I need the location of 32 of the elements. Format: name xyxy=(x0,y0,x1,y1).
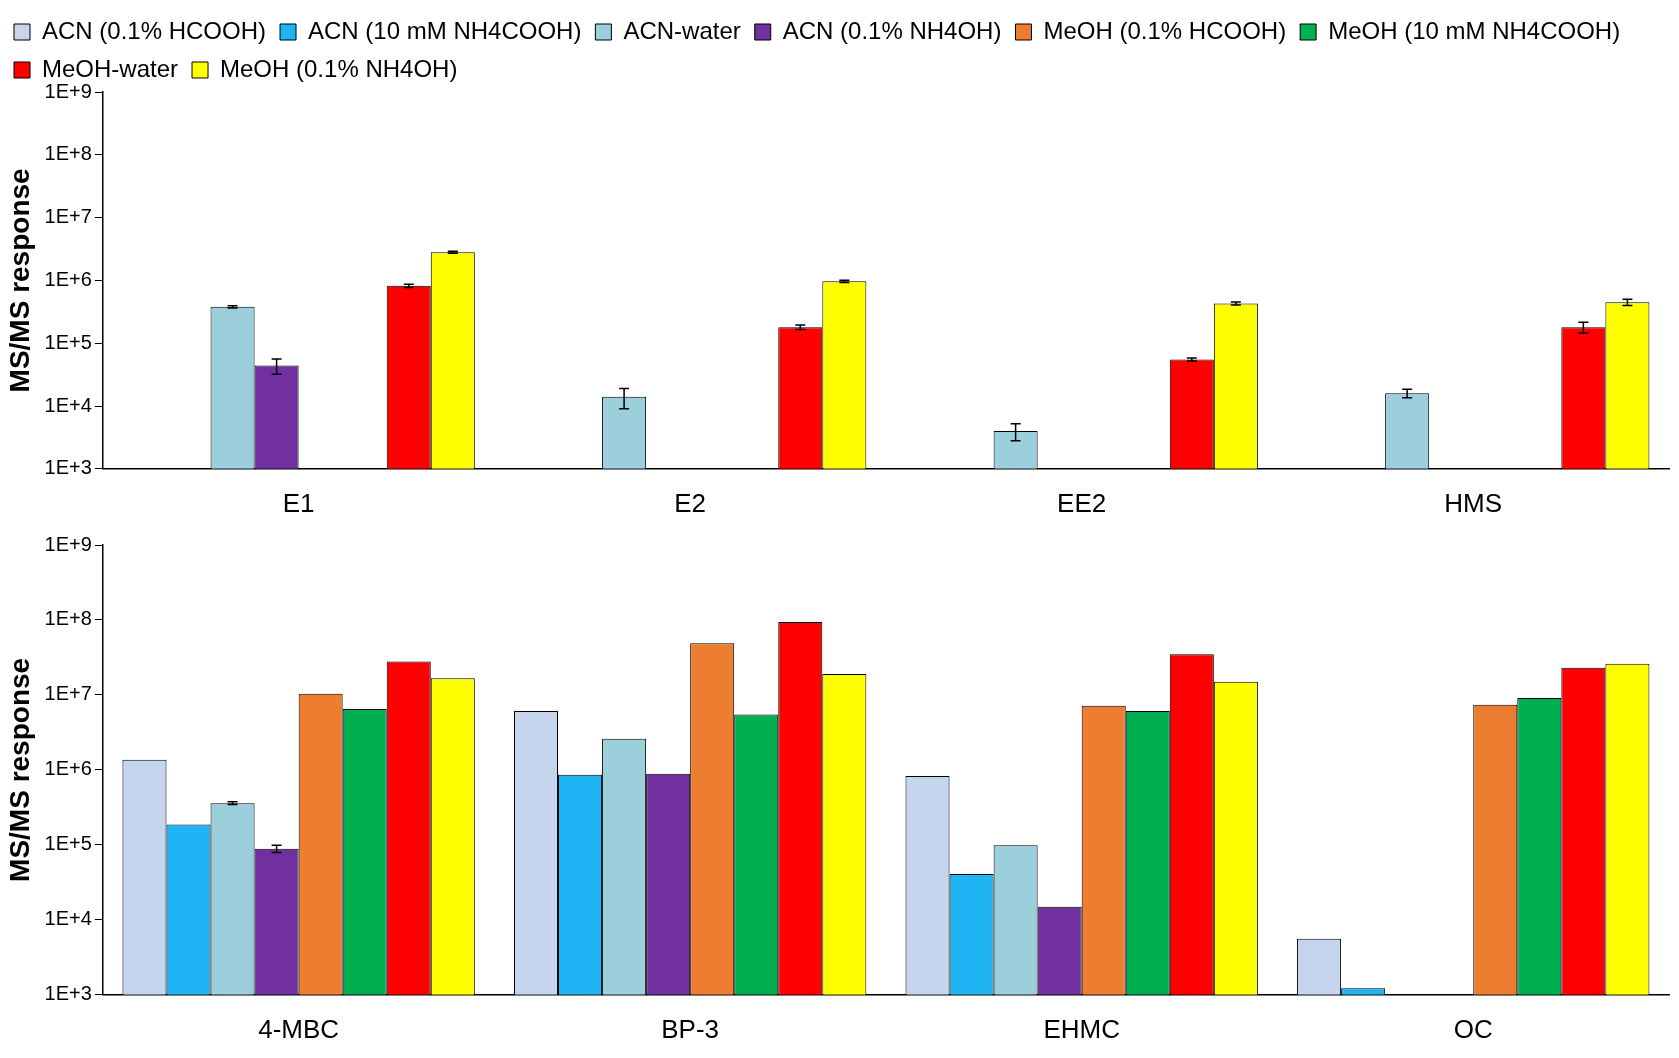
x-tick-label: HMS xyxy=(1444,487,1503,518)
legend-label: ACN (10 mM NH4COOH) xyxy=(308,16,582,44)
legend-label: MeOH-water xyxy=(42,54,179,82)
y-tick-label: 1E+5 xyxy=(44,832,92,855)
x-tick-label: E1 xyxy=(282,487,315,518)
y-tick-label: 1E+7 xyxy=(44,205,92,228)
x-tick-label: 4-MBC xyxy=(258,1013,340,1044)
legend-label: ACN (0.1% NH4OH) xyxy=(782,16,1002,44)
y-tick-label: 1E+6 xyxy=(44,267,92,290)
legend-label: ACN (0.1% HCOOH) xyxy=(42,16,267,44)
y-tick-label: 1E+4 xyxy=(44,907,92,930)
legend-label: MeOH (10 mM NH4COOH) xyxy=(1328,16,1621,44)
legend-label: ACN-water xyxy=(623,16,741,44)
y-tick-label: 1E+9 xyxy=(44,532,92,555)
y-tick-label: 1E+3 xyxy=(44,456,92,479)
y-tick-label: 1E+3 xyxy=(44,982,92,1005)
y-axis-title: MS/MS response xyxy=(3,657,35,882)
y-tick-label: 1E+6 xyxy=(44,757,92,780)
y-tick-label: 1E+4 xyxy=(44,393,92,416)
y-axis-title: MS/MS response xyxy=(3,168,35,393)
y-tick-label: 1E+8 xyxy=(44,607,92,630)
y-tick-label: 1E+8 xyxy=(44,142,92,165)
y-tick-label: 1E+9 xyxy=(44,79,92,102)
y-tick-label: 1E+7 xyxy=(44,682,92,705)
y-tick-label: 1E+5 xyxy=(44,330,92,353)
legend-label: MeOH (0.1% HCOOH) xyxy=(1043,16,1287,44)
x-tick-label: EHMC xyxy=(1043,1013,1120,1044)
x-tick-label: EE2 xyxy=(1057,487,1107,518)
x-tick-label: OC xyxy=(1453,1013,1493,1044)
x-tick-label: BP-3 xyxy=(661,1013,720,1044)
legend-label: MeOH (0.1% NH4OH) xyxy=(220,54,458,82)
x-tick-label: E2 xyxy=(674,487,707,518)
